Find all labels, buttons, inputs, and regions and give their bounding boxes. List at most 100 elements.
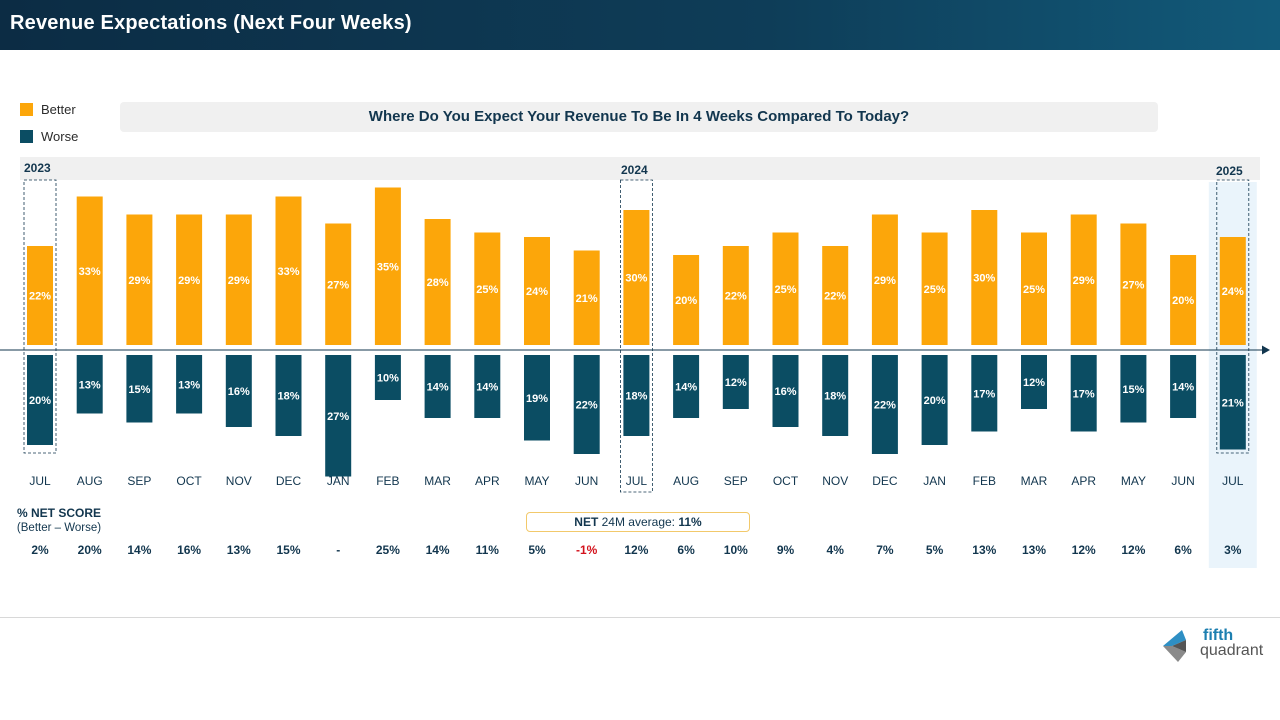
net-score-value: - bbox=[336, 543, 340, 557]
bar-worse bbox=[673, 355, 700, 418]
bar-better bbox=[623, 210, 650, 345]
net-score-title: % NET SCORE (Better – Worse) bbox=[4, 506, 114, 536]
bar-label-better: 28% bbox=[427, 277, 449, 289]
net-score-value: 2% bbox=[31, 543, 49, 557]
bar-worse bbox=[623, 355, 650, 436]
bar-label-worse: 27% bbox=[327, 411, 349, 423]
bar-label-better: 21% bbox=[576, 293, 598, 305]
bar-better bbox=[524, 237, 550, 345]
bar-label-worse: 22% bbox=[874, 400, 896, 412]
x-tick-label: JUL bbox=[1222, 474, 1244, 488]
fifth-quadrant-logo bbox=[1163, 630, 1186, 662]
bar-worse bbox=[225, 355, 252, 427]
bar-label-better: 25% bbox=[1023, 284, 1045, 296]
bar-better bbox=[1120, 223, 1147, 345]
bar-label-better: 33% bbox=[277, 266, 299, 278]
x-tick-label: FEB bbox=[376, 474, 399, 488]
x-tick-label: JUL bbox=[29, 474, 51, 488]
net-score-value: 14% bbox=[426, 543, 450, 557]
x-tick-label: MAR bbox=[1021, 474, 1048, 488]
bar-label-worse: 15% bbox=[128, 384, 150, 396]
bar-worse bbox=[772, 355, 799, 427]
x-tick-label: NOV bbox=[822, 474, 848, 488]
bar-better bbox=[871, 214, 898, 345]
axis-arrow bbox=[1262, 345, 1270, 355]
net-score-value: 20% bbox=[78, 543, 102, 557]
bar-worse bbox=[1219, 355, 1246, 450]
x-tick-label: JUL bbox=[626, 474, 648, 488]
bar-better bbox=[722, 246, 749, 345]
bar-label-better: 25% bbox=[774, 284, 796, 296]
x-tick-label: OCT bbox=[176, 474, 202, 488]
bar-label-worse: 18% bbox=[625, 391, 647, 403]
bar-worse bbox=[374, 355, 401, 400]
legend-item-better: Better bbox=[20, 96, 78, 123]
chart-question-title: Where Do You Expect Your Revenue To Be I… bbox=[120, 102, 1158, 132]
bar-label-worse: 10% bbox=[377, 373, 399, 385]
year-dashed-box bbox=[620, 179, 653, 493]
bar-label-better: 29% bbox=[874, 275, 896, 287]
bar-better bbox=[1219, 237, 1246, 345]
bar-label-worse: 15% bbox=[1122, 384, 1144, 396]
net-average-prefix: NET bbox=[574, 515, 599, 529]
bar-label-better: 20% bbox=[1172, 295, 1194, 307]
net-average-label: 24M average: bbox=[601, 515, 676, 529]
bar-label-worse: 14% bbox=[675, 382, 697, 394]
net-score-value: 12% bbox=[624, 543, 648, 557]
net-score-value: 6% bbox=[677, 543, 695, 557]
bar-better bbox=[27, 246, 53, 345]
bar-better bbox=[822, 246, 849, 345]
year-label-2024: 2024 bbox=[621, 163, 648, 177]
bar-label-better: 29% bbox=[228, 275, 250, 287]
bar-worse bbox=[822, 355, 849, 436]
bar-worse bbox=[325, 355, 352, 477]
x-tick-label: JUN bbox=[1171, 474, 1194, 488]
bar-chart: 22% 20% JUL 2% 33% 13% AUG 20% 29% 15% SEP 14% 29% 13… bbox=[0, 179, 1270, 568]
net-score-value: 14% bbox=[127, 543, 151, 557]
bar-label-better: 30% bbox=[973, 273, 995, 285]
net-score-value: 13% bbox=[972, 543, 996, 557]
bar-better bbox=[1070, 214, 1097, 345]
bar-worse bbox=[921, 355, 948, 445]
bar-label-better: 27% bbox=[327, 279, 349, 291]
net-score-value: 4% bbox=[827, 543, 845, 557]
x-tick-label: MAR bbox=[424, 474, 451, 488]
x-tick-label: APR bbox=[1071, 474, 1096, 488]
year-dashed-box bbox=[1216, 179, 1250, 454]
bar-label-better: 25% bbox=[924, 284, 946, 296]
net-score-subheading: (Better – Worse) bbox=[16, 522, 102, 534]
logo-text-fifth: fifth bbox=[1203, 627, 1234, 644]
bar-worse bbox=[76, 355, 103, 414]
bar-worse bbox=[1070, 355, 1097, 432]
net-score-value: 10% bbox=[724, 543, 748, 557]
legend-swatch-better bbox=[20, 103, 33, 116]
bar-label-worse: 16% bbox=[774, 386, 796, 398]
bar-label-better: 29% bbox=[1073, 275, 1095, 287]
chart-legend: Better Worse bbox=[20, 96, 78, 150]
bar-better bbox=[772, 232, 799, 345]
bar-label-worse: 12% bbox=[1023, 377, 1045, 389]
bar-worse bbox=[424, 355, 451, 418]
bar-label-better: 30% bbox=[625, 273, 647, 285]
x-tick-label: JUN bbox=[575, 474, 598, 488]
year-band bbox=[20, 157, 1260, 180]
bar-better bbox=[424, 219, 451, 345]
bar-label-worse: 20% bbox=[924, 395, 946, 407]
net-score-value: 6% bbox=[1174, 543, 1192, 557]
year-dashed-box bbox=[23, 179, 57, 454]
bar-label-better: 24% bbox=[526, 286, 548, 298]
bar-label-worse: 18% bbox=[824, 391, 846, 403]
bar-worse bbox=[573, 355, 600, 454]
bar-worse bbox=[474, 355, 501, 418]
x-tick-label: SEP bbox=[127, 474, 151, 488]
net-score-value: 5% bbox=[926, 543, 944, 557]
x-tick-label: NOV bbox=[226, 474, 252, 488]
legend-label-better: Better bbox=[41, 102, 76, 117]
bar-label-better: 22% bbox=[725, 291, 747, 303]
net-score-value: 12% bbox=[1072, 543, 1096, 557]
logo-text-quadrant: quadrant bbox=[1200, 642, 1264, 659]
bar-better bbox=[971, 210, 998, 345]
bar-label-worse: 17% bbox=[973, 388, 995, 400]
net-average-box: NET 24M average: 11% bbox=[526, 512, 750, 532]
year-label-2025: 2025 bbox=[1216, 164, 1243, 178]
